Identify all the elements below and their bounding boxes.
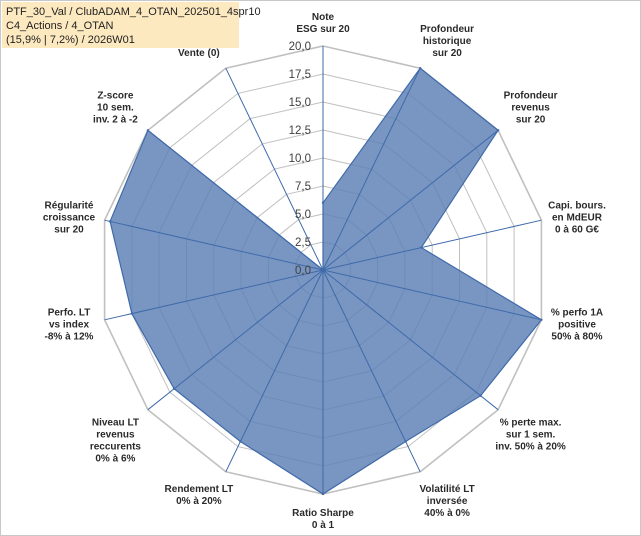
info-line-period: (15,9% | 7,2%) / 2026W01 bbox=[6, 34, 135, 46]
data-point bbox=[239, 440, 242, 443]
spoke-line bbox=[322, 129, 499, 271]
data-point bbox=[130, 312, 134, 315]
spoke-line bbox=[225, 269, 324, 473]
axis-label: Note ESG sur 20 bbox=[296, 12, 350, 35]
data-point bbox=[108, 220, 112, 223]
axis-label: Ratio Sharpe 0 à 1 bbox=[292, 508, 354, 531]
tick-label: 10,0 bbox=[289, 153, 311, 165]
tick-label: 7,5 bbox=[295, 181, 311, 193]
axis-label: Volatilité LT inversée 40% à 0% bbox=[420, 484, 475, 519]
data-point bbox=[172, 387, 176, 390]
spoke-line bbox=[322, 269, 421, 473]
data-point bbox=[321, 268, 325, 272]
axis-label: Rendement LT 0% à 20% bbox=[165, 484, 234, 507]
data-point bbox=[146, 129, 150, 132]
tick-label: 17,5 bbox=[289, 69, 311, 81]
data-point bbox=[540, 318, 543, 321]
info-box: PTF_30_Val / ClubADAM_4_OTAN_202501_4spr… bbox=[2, 2, 261, 48]
axis-label: Régularité croissance sur 20 bbox=[43, 201, 96, 236]
spoke-line bbox=[104, 269, 324, 321]
spoke-line bbox=[147, 129, 324, 271]
spoke-line bbox=[225, 67, 324, 271]
axis-label: Niveau LT revenus reccurents 0% à 6% bbox=[90, 418, 142, 465]
axis-label: % perfo 1A positive 50% à 80% bbox=[551, 307, 603, 342]
tick-label: 12,5 bbox=[289, 125, 311, 137]
data-point bbox=[321, 492, 325, 496]
data-point bbox=[404, 440, 407, 443]
spoke-line bbox=[322, 67, 421, 271]
axis-label: Profondeur revenus sur 20 bbox=[504, 90, 558, 125]
tick-label: 20,0 bbox=[289, 41, 311, 53]
spoke-line bbox=[104, 219, 324, 271]
tick-label: 0,0 bbox=[295, 265, 311, 277]
spoke-line bbox=[322, 269, 542, 321]
axis-label: Profondeur historique sur 20 bbox=[420, 24, 474, 59]
spoke-line bbox=[147, 269, 324, 411]
data-point bbox=[419, 67, 422, 70]
spoke-line bbox=[322, 219, 542, 271]
data-point bbox=[321, 201, 325, 204]
axis-label: Z-score 10 sem. inv. 2 à -2 bbox=[93, 90, 138, 125]
info-line-category: C4_Actions / 4_OTAN bbox=[6, 20, 114, 32]
axis-label: % perte max. sur 1 sem. inv. 50% à 20% bbox=[495, 418, 566, 453]
data-point bbox=[420, 246, 423, 249]
info-line-portfolio: PTF_30_Val / ClubADAM_4_OTAN_202501_4spr… bbox=[6, 6, 261, 18]
tick-label: 15,0 bbox=[289, 97, 311, 109]
spoke-line bbox=[322, 269, 499, 411]
data-point bbox=[479, 394, 482, 397]
data-point bbox=[496, 129, 500, 132]
axis-label: Capi. bours. en MdEUR 0 à 60 G€ bbox=[548, 201, 606, 236]
tick-label: 5,0 bbox=[295, 209, 311, 221]
axis-label: Perfo. LT vs index -8% à 12% bbox=[45, 307, 94, 342]
tick-label: 2,5 bbox=[295, 237, 311, 249]
